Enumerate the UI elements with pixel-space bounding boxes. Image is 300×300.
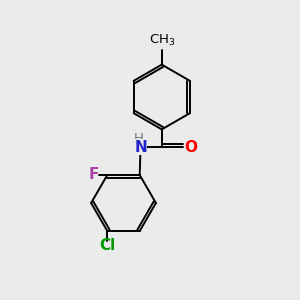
Text: Cl: Cl [99,238,116,253]
Text: F: F [89,167,99,182]
Text: H: H [134,132,144,145]
Text: O: O [184,140,197,154]
Text: N: N [134,140,147,154]
Text: CH$_3$: CH$_3$ [148,32,175,47]
